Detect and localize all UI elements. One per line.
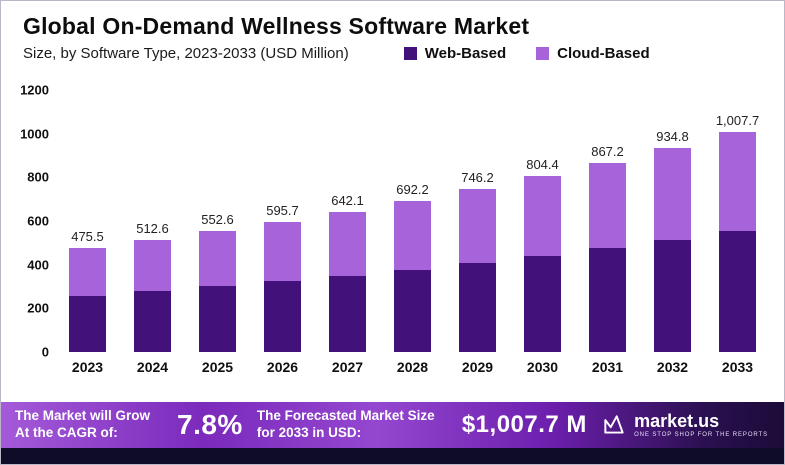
web-based-segment: [134, 291, 171, 352]
web-based-segment: [654, 240, 691, 352]
marketus-logo[interactable]: market.us ONE STOP SHOP FOR THE REPORTS: [601, 412, 772, 438]
bar-group: 692.2 2028: [382, 70, 444, 382]
legend-label-web-based: Web-Based: [424, 45, 507, 62]
stacked-bar[interactable]: [394, 201, 431, 352]
cloud-based-segment: [134, 240, 171, 291]
cloud-based-segment: [199, 231, 236, 286]
web-based-segment: [329, 276, 366, 352]
stacked-bar[interactable]: [589, 163, 626, 352]
bar-group: 934.8 2032: [642, 70, 704, 382]
chart-legend: Web-Based Cloud-Based: [403, 45, 650, 62]
x-axis-label: 2031: [591, 359, 624, 375]
bar-group: 595.7 2026: [252, 70, 314, 382]
x-axis-label: 2029: [461, 359, 494, 375]
bar-total-label: 512.6: [136, 221, 169, 236]
brand-tagline: ONE STOP SHOP FOR THE REPORTS: [634, 432, 768, 438]
cloud-based-segment: [654, 148, 691, 240]
x-axis-label: 2033: [721, 359, 754, 375]
legend-label-cloud-based: Cloud-Based: [557, 45, 650, 62]
x-axis-label: 2032: [656, 359, 689, 375]
x-axis-label: 2023: [71, 359, 104, 375]
stacked-bar[interactable]: [264, 222, 301, 352]
x-axis-label: 2027: [331, 359, 364, 375]
page-title: Global On-Demand Wellness Software Marke…: [23, 13, 530, 39]
brand-name: market.us: [634, 411, 720, 431]
bar-group: 804.4 2030: [512, 70, 574, 382]
x-axis-label: 2030: [526, 359, 559, 375]
bar-group: 1,007.7 2033: [707, 70, 769, 382]
subtitle-row: Size, by Software Type, 2023-2033 (USD M…: [23, 45, 764, 62]
stacked-bar[interactable]: [69, 248, 106, 352]
bar-total-label: 692.2: [396, 182, 429, 197]
bar-group: 746.2 2029: [447, 70, 509, 382]
cloud-based-segment: [394, 201, 431, 270]
stacked-bar[interactable]: [654, 148, 691, 352]
cloud-based-segment: [719, 132, 756, 231]
bar-group: 642.1 2027: [317, 70, 379, 382]
page-subtitle: Size, by Software Type, 2023-2033 (USD M…: [23, 45, 349, 62]
web-based-segment: [459, 263, 496, 352]
forecast-value: $1,007.7 M: [461, 411, 587, 438]
x-axis-label: 2026: [266, 359, 299, 375]
web-based-segment: [719, 231, 756, 352]
legend-swatch-cloud-based: [536, 47, 550, 60]
cloud-based-segment: [69, 248, 106, 296]
legend-item-cloud-based[interactable]: Cloud-Based: [536, 45, 650, 62]
bar-group: 552.6 2025: [187, 70, 249, 382]
y-axis: 0 200 400 600 800 1000 1200: [11, 83, 55, 360]
cloud-based-segment: [524, 176, 561, 256]
y-axis-tick: 200: [27, 300, 49, 316]
bar-group: 475.5 2023: [57, 70, 119, 382]
web-based-segment: [264, 281, 301, 352]
web-based-segment: [69, 296, 106, 352]
cloud-based-segment: [459, 189, 496, 263]
bar-total-label: 1,007.7: [715, 113, 760, 128]
web-based-segment: [394, 270, 431, 352]
cloud-based-segment: [589, 163, 626, 248]
y-axis-tick: 1000: [20, 126, 49, 142]
bar-total-label: 804.4: [526, 157, 559, 172]
chart-header: Global On-Demand Wellness Software Marke…: [1, 1, 784, 62]
cagr-value: 7.8%: [177, 409, 243, 440]
x-axis-label: 2024: [136, 359, 169, 375]
stacked-bar[interactable]: [719, 132, 756, 352]
web-based-segment: [524, 256, 561, 352]
x-axis-label: 2025: [201, 359, 234, 375]
y-axis-tick: 0: [41, 344, 49, 360]
chart-area: 0 200 400 600 800 1000 1200 475.5 2023 512.6 2024…: [1, 62, 784, 402]
bar-group: 512.6 2024: [122, 70, 184, 382]
cloud-based-segment: [329, 212, 366, 276]
bar-total-label: 595.7: [266, 203, 299, 218]
marketus-logo-text: market.us ONE STOP SHOP FOR THE REPORTS: [634, 412, 768, 438]
bar-total-label: 746.2: [461, 170, 494, 185]
web-based-segment: [199, 286, 236, 352]
stacked-bar[interactable]: [459, 189, 496, 352]
stacked-bar[interactable]: [134, 240, 171, 352]
stacked-bar[interactable]: [199, 231, 236, 352]
bars-area: 475.5 2023 512.6 2024 552.6 2025 595.7 2026 642.…: [55, 70, 770, 382]
bar-group: 867.2 2031: [577, 70, 639, 382]
cagr-label: The Market will Grow At the CAGR of:: [15, 408, 151, 440]
y-axis-tick: 800: [27, 169, 49, 185]
cloud-based-segment: [264, 222, 301, 281]
bar-total-label: 867.2: [591, 144, 624, 159]
bar-total-label: 475.5: [71, 229, 104, 244]
x-axis-label: 2028: [396, 359, 429, 375]
legend-swatch-web-based: [403, 47, 417, 60]
legend-item-web-based[interactable]: Web-Based: [403, 45, 507, 62]
web-based-segment: [589, 248, 626, 352]
stacked-bar[interactable]: [329, 212, 366, 352]
y-axis-tick: 600: [27, 213, 49, 229]
y-axis-tick: 1200: [20, 82, 49, 98]
bar-total-label: 642.1: [331, 193, 364, 208]
y-axis-tick: 400: [27, 257, 49, 273]
stacked-bar[interactable]: [524, 176, 561, 352]
forecast-label: The Forecasted Market Size for 2033 in U…: [256, 408, 435, 440]
footer-banner: The Market will Grow At the CAGR of: 7.8…: [1, 402, 784, 448]
bar-total-label: 552.6: [201, 212, 234, 227]
marketus-logo-icon: [601, 412, 627, 438]
bottom-strip: [1, 448, 784, 464]
bar-total-label: 934.8: [656, 129, 689, 144]
